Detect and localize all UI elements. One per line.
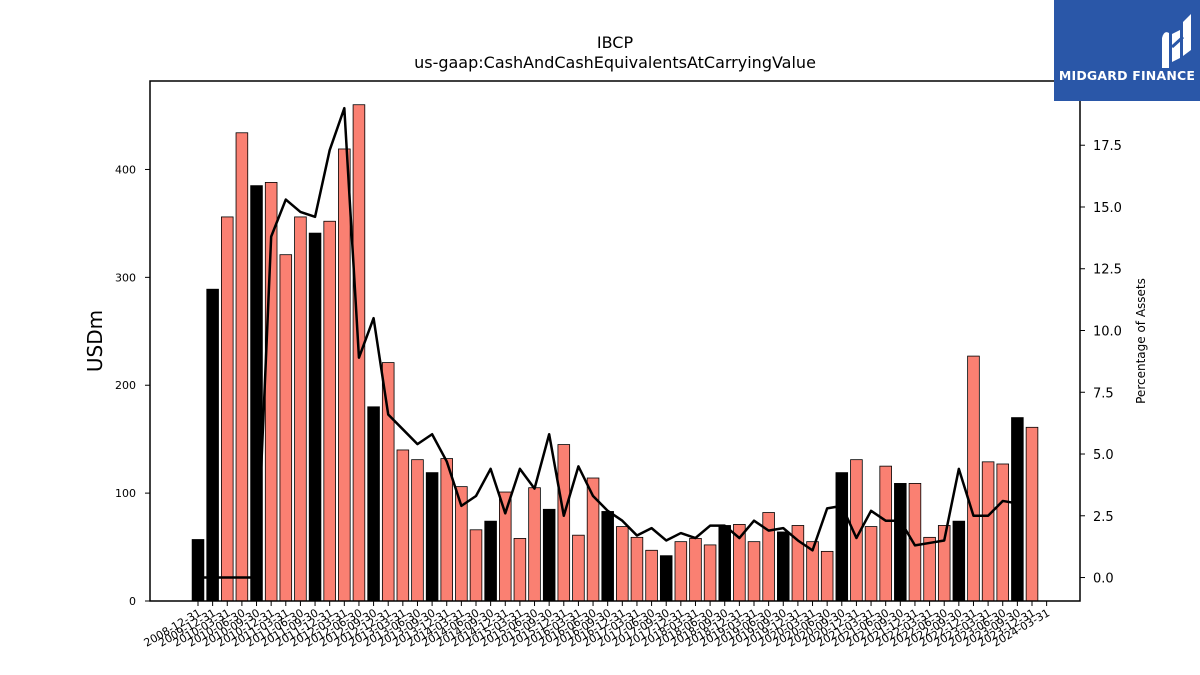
bar — [762, 512, 775, 602]
bar — [221, 216, 234, 602]
bar — [923, 536, 936, 602]
y-tick-label: 100 — [115, 487, 136, 500]
bar — [191, 539, 205, 602]
bar — [616, 526, 629, 602]
bar — [294, 216, 307, 602]
y2-tick-label: 0.0 — [1093, 572, 1114, 587]
bar — [1011, 417, 1024, 602]
bar — [542, 508, 556, 602]
y2-axis-label: Percentage of Assets — [1134, 278, 1148, 404]
bar — [674, 541, 688, 602]
y2-tick-label: 17.5 — [1093, 139, 1122, 154]
percent-line-series — [198, 106, 1018, 579]
chart-title: IBCP — [597, 33, 634, 52]
bar — [440, 458, 453, 602]
bar — [513, 538, 527, 602]
bar — [996, 463, 1009, 602]
bar — [981, 461, 995, 602]
bar — [645, 549, 658, 602]
bar — [747, 541, 761, 602]
bar — [601, 511, 614, 602]
y2-tick-label: 12.5 — [1093, 263, 1122, 278]
y2-tick-label: 10.0 — [1093, 325, 1122, 340]
bar — [689, 538, 702, 602]
bar-series — [191, 104, 1039, 602]
bar — [279, 254, 293, 602]
bar — [381, 362, 395, 602]
bar — [894, 483, 907, 602]
y-tick-label: 200 — [115, 379, 136, 392]
percent-line — [198, 106, 1018, 579]
bar — [908, 483, 922, 602]
bar — [718, 525, 731, 602]
y2-tick-label: 7.5 — [1093, 386, 1114, 401]
y-axis: 0 100 200 300 400 — [115, 163, 150, 608]
bar — [952, 520, 966, 602]
bar — [1025, 426, 1039, 602]
bar — [308, 232, 322, 602]
bar — [967, 355, 980, 602]
y2-tick-label: 5.0 — [1093, 448, 1114, 463]
y2-tick-label: 15.0 — [1093, 201, 1122, 216]
y2-tick-label: 2.5 — [1093, 510, 1114, 525]
bar — [528, 487, 541, 602]
y-axis-label: USDm — [83, 310, 107, 372]
bar — [469, 529, 483, 602]
bar — [557, 444, 571, 602]
bar — [659, 555, 673, 602]
bar — [235, 132, 249, 602]
plot-frame — [149, 80, 1081, 602]
bar — [323, 220, 336, 602]
midgard-finance-logo: MIDGARD FINANCE — [1054, 0, 1200, 101]
bar — [411, 459, 424, 602]
y2-axis: 0.0 2.5 5.0 7.5 10.0 12.5 15.0 17.5 — [1080, 139, 1122, 587]
y-tick-label: 300 — [115, 271, 136, 284]
bar — [425, 472, 439, 602]
midgard-logo-icon — [1162, 14, 1191, 68]
bar — [572, 534, 585, 602]
chart-subtitle: us-gaap:CashAndCashEquivalentsAtCarrying… — [414, 53, 816, 72]
bar — [820, 550, 834, 602]
bar — [206, 288, 219, 602]
bar — [338, 148, 351, 602]
bar — [250, 185, 263, 602]
bar — [484, 520, 497, 602]
bar — [396, 449, 410, 602]
bar — [367, 406, 380, 602]
bar — [777, 531, 790, 602]
y-tick-label: 400 — [115, 163, 136, 176]
x-axis: 2008-12-312009-12-312010-03-312010-06-30… — [142, 601, 1052, 650]
bar — [703, 544, 717, 602]
y-tick-label: 0 — [129, 595, 136, 608]
logo-text: MIDGARD FINANCE — [1058, 68, 1196, 83]
bar — [630, 536, 644, 602]
bar — [864, 526, 878, 602]
bar — [879, 465, 892, 602]
bar — [499, 491, 512, 602]
bar — [835, 472, 849, 602]
